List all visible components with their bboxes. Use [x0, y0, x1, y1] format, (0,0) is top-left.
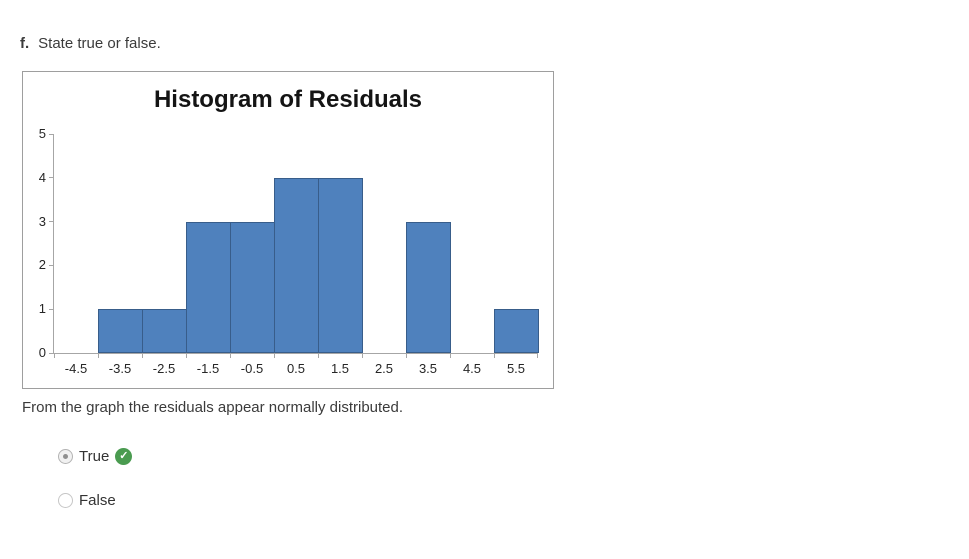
- x-tick-mark: [450, 353, 451, 358]
- histogram-bar: [274, 177, 319, 353]
- chart-title: Histogram of Residuals: [153, 86, 423, 113]
- y-tick-mark: [49, 352, 54, 354]
- x-tick-label: 5.5: [506, 361, 526, 376]
- histogram-bar: [406, 221, 451, 353]
- x-tick-mark: [186, 353, 187, 358]
- y-tick-label: 4: [38, 169, 46, 185]
- x-tick-label: -3.5: [108, 361, 132, 376]
- x-tick-mark: [362, 353, 363, 358]
- x-tick-mark: [494, 353, 495, 358]
- x-tick-mark: [98, 353, 99, 358]
- histogram-bar: [142, 309, 187, 353]
- y-tick-label: 5: [38, 126, 46, 141]
- histogram-bar: [494, 309, 539, 353]
- question-text: State true or false.: [38, 35, 161, 52]
- y-tick-mark: [49, 264, 54, 266]
- histogram-bar: [98, 309, 143, 353]
- y-tick-label: 3: [38, 213, 46, 229]
- x-tick-label: 4.5: [462, 361, 482, 376]
- x-tick-mark: [406, 353, 407, 358]
- option-false: False ✓: [58, 492, 116, 509]
- y-tick-label: 1: [38, 301, 46, 317]
- x-tick-mark: [274, 353, 275, 358]
- x-tick-label: -4.5: [64, 361, 88, 376]
- check-circle-icon: ✓: [115, 448, 133, 465]
- option-true: True ✓: [58, 448, 133, 465]
- x-tick-mark: [142, 353, 143, 358]
- x-tick-mark: [54, 353, 55, 358]
- histogram-bar: [318, 177, 363, 353]
- histogram-bar: [230, 221, 275, 353]
- x-tick-label: 1.5: [330, 361, 350, 376]
- x-tick-mark: [230, 353, 231, 358]
- statement-text: From the graph the residuals appear norm…: [22, 399, 404, 416]
- y-tick-label: 0: [38, 345, 46, 360]
- x-tick-label: -1.5: [196, 361, 220, 376]
- residuals-histogram-chart: Histogram of Residuals 0 1 2 3 4 5 -4.5 -3.5 -2.…: [22, 71, 554, 389]
- false-label[interactable]: False: [79, 492, 116, 509]
- x-tick-mark: [537, 353, 538, 358]
- x-tick-label: 0.5: [286, 361, 306, 376]
- plot-area: 0 1 2 3 4 5 -4.5 -3.5 -2.5 -1.5 -0.5 0.5 1.5 2.5 3.5 4.…: [39, 127, 539, 376]
- x-tick-label: -2.5: [152, 361, 176, 376]
- x-tick-mark: [318, 353, 319, 358]
- question-label: f.: [20, 35, 30, 52]
- true-radio[interactable]: [58, 449, 73, 464]
- x-tick-label: 2.5: [374, 361, 394, 376]
- y-tick-mark: [49, 221, 54, 223]
- histogram-bar: [186, 221, 231, 353]
- true-label[interactable]: True: [79, 448, 110, 465]
- y-tick-mark: [49, 308, 54, 310]
- y-tick-mark: [49, 177, 54, 179]
- question: f. State true or false.: [20, 35, 161, 52]
- false-radio[interactable]: [58, 493, 73, 508]
- y-tick-mark: [49, 133, 54, 135]
- x-tick-label: -0.5: [240, 361, 264, 376]
- y-tick-label: 2: [38, 257, 46, 273]
- x-tick-label: 3.5: [418, 361, 438, 376]
